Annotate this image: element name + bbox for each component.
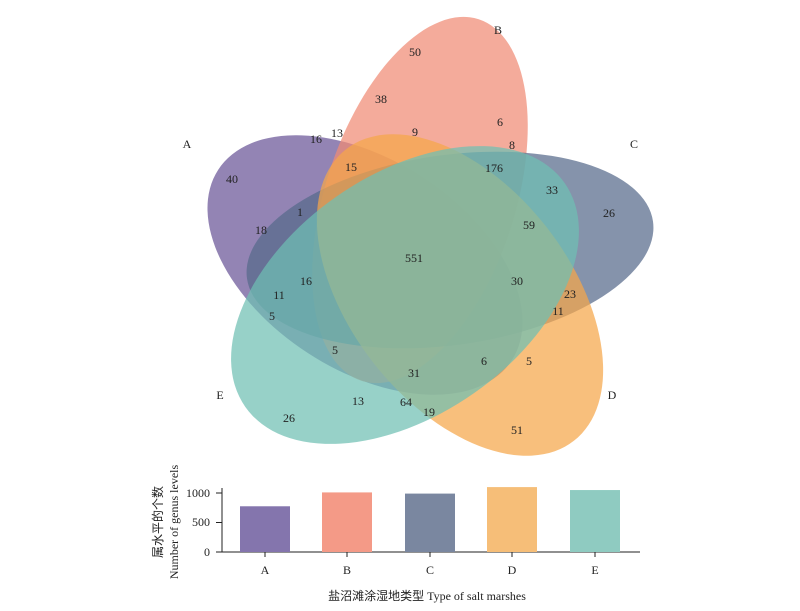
bar-x-tick-label: C [426,563,434,577]
venn-region-value: 13 [331,126,343,140]
venn-label-c: C [630,137,638,151]
venn-region-value: 51 [511,423,523,437]
venn-region-value: 40 [226,172,238,186]
venn-region-value: 16 [310,132,322,146]
bar-x-tick-label: E [591,563,598,577]
venn-region-value: 9 [412,125,418,139]
bar-x-tick-label: B [343,563,351,577]
venn-region-value: 23 [564,287,576,301]
bar-c [405,493,455,552]
venn-region-value: 64 [400,395,412,409]
venn-region-value: 6 [497,115,503,129]
venn-region-value: 26 [603,206,615,220]
venn-ellipses [207,16,654,456]
venn-region-value: 50 [409,45,421,59]
venn-label-b: B [494,23,502,37]
bar-y-axis-title-cn: 属水平的个数 [150,486,165,558]
venn-region-value: 551 [405,251,423,265]
venn-label-e: E [216,388,223,402]
bar-y-tick-label: 0 [204,545,210,559]
venn-region-value: 19 [423,405,435,419]
venn-label-a: A [183,137,192,151]
venn-region-value: 13 [352,394,364,408]
venn-region-value: 11 [552,304,564,318]
bar-x-tick-label: D [508,563,517,577]
venn-region-value: 1 [297,205,303,219]
venn-region-value: 33 [546,183,558,197]
venn-region-value: 6 [481,354,487,368]
venn-region-value: 5 [332,343,338,357]
venn-set-labels: A B C D E [183,23,638,402]
venn-region-value: 31 [408,366,420,380]
venn-region-value: 8 [509,138,515,152]
venn-region-value: 15 [345,160,357,174]
venn-region-value: 16 [300,274,312,288]
venn-region-value: 5 [526,354,532,368]
venn-region-value: 59 [523,218,535,232]
bar-group [240,487,620,552]
venn-region-value: 38 [375,92,387,106]
bar-chart: 0 500 1000 A B C D E 盐沼滩涂湿地类型 Type of sa… [150,465,640,603]
bar-e [570,490,620,552]
venn-region-value: 176 [485,161,503,175]
bar-y-ticks: 0 500 1000 [186,486,222,559]
bar-b [322,492,372,552]
venn-region-value: 30 [511,274,523,288]
venn-region-value: 18 [255,223,267,237]
bar-x-tick-label: A [261,563,270,577]
bar-y-tick-label: 500 [192,515,210,529]
venn-region-value: 5 [269,309,275,323]
bar-x-ticks: A B C D E [261,552,599,577]
bar-x-axis-title: 盐沼滩涂湿地类型 Type of salt marshes [328,588,526,603]
venn-label-d: D [608,388,617,402]
venn-ellipse-e [231,146,579,444]
bar-d [487,487,537,552]
bar-y-tick-label: 1000 [186,486,210,500]
venn-region-value: 11 [273,288,285,302]
venn-region-value: 26 [283,411,295,425]
venn-region-numbers: 40 50 26 51 26 551 16 13 38 9 6 8 176 33… [226,45,615,437]
bar-y-axis-title-en: Number of genus levels [167,465,181,580]
bar-a [240,506,290,552]
